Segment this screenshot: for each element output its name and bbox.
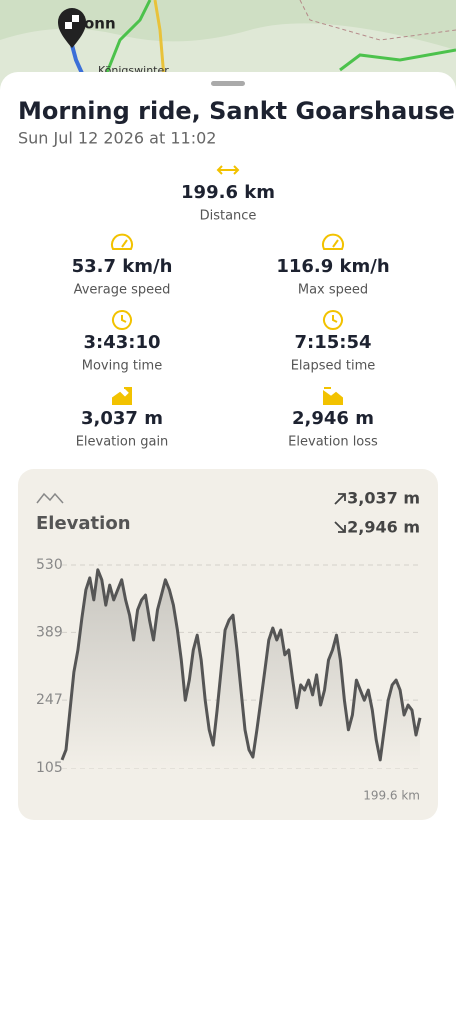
stat-value: 199.6 km — [181, 182, 275, 203]
elevation-gain: 3,037 m — [347, 489, 420, 508]
stat-value: 7:15:54 — [294, 332, 371, 353]
y-tick-label: 105 — [36, 760, 63, 776]
chart-title: Elevation — [36, 513, 131, 534]
stat-value: 2,946 m — [292, 408, 374, 429]
elevation-area — [62, 569, 420, 768]
elevation-line — [60, 568, 422, 762]
stat-value: 3,037 m — [81, 408, 163, 429]
stat-icon — [112, 310, 132, 330]
stat-label: Max speed — [298, 283, 368, 298]
stat-icon — [322, 233, 344, 250]
stat-icon — [111, 233, 133, 250]
subtitle: Sun Jul 12 2026 at 11:02 — [18, 129, 216, 148]
drag-handle[interactable] — [211, 81, 245, 86]
stat-label: Average speed — [74, 283, 171, 298]
stat-icon — [323, 387, 343, 405]
stat-label: Elapsed time — [291, 359, 376, 374]
stat-value: 53.7 km/h — [72, 256, 173, 277]
stat-label: Elevation gain — [76, 435, 169, 450]
elevation-loss: 2,946 m — [347, 518, 420, 537]
stat-icon — [216, 165, 240, 175]
y-tick-label: 530 — [36, 557, 63, 573]
stat-label: Elevation loss — [288, 435, 378, 450]
y-tick-label: 389 — [36, 624, 63, 640]
map-label: onn — [84, 15, 116, 33]
stat-label: Moving time — [82, 359, 162, 374]
stat-icon — [112, 387, 132, 405]
x-axis-end-label: 199.6 km — [363, 789, 420, 803]
stat-value: 116.9 km/h — [276, 256, 389, 277]
stat-value: 3:43:10 — [83, 332, 160, 353]
stat-label: Distance — [200, 209, 257, 224]
y-tick-label: 247 — [36, 692, 63, 708]
stat-icon — [323, 310, 343, 330]
title: Morning ride, Sankt Goarshausen — [18, 97, 456, 125]
